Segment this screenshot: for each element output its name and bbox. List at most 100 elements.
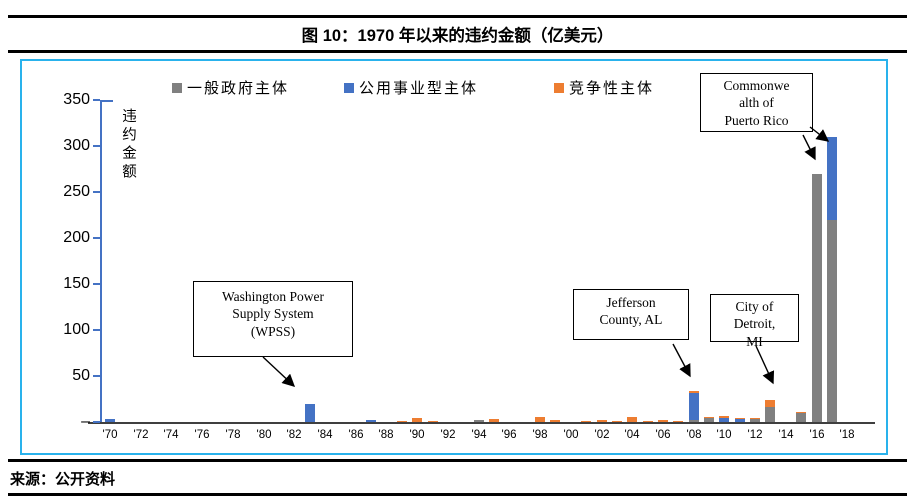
x-tick-label: '86 xyxy=(348,429,364,441)
bar-segment-utility-2017 xyxy=(827,137,837,220)
figure-title: 图 10：1970 年以来的违约金额（亿美元） xyxy=(301,27,614,45)
legend-label-general: 一般政府主体 xyxy=(187,81,290,97)
y-tick-mark xyxy=(93,329,100,331)
bar-segment-competitive-1995 xyxy=(489,419,499,422)
bar-segment-competitive-2015 xyxy=(796,412,806,413)
source-bottom-rule xyxy=(8,493,907,496)
bar-segment-competitive-2006 xyxy=(658,420,668,422)
y-tick-label: – xyxy=(81,413,90,430)
bar-segment-utility-1970 xyxy=(105,419,115,422)
bar-segment-utility-2010 xyxy=(719,418,729,422)
bar-segment-general-1994 xyxy=(474,420,484,422)
y-tick-label: 250 xyxy=(63,183,90,200)
source-top-rule xyxy=(8,459,907,462)
legend-item-utility: 公用事业型主体 xyxy=(344,77,478,98)
title-bottom-rule xyxy=(8,50,907,53)
arrow-wpss xyxy=(262,356,296,387)
x-tick-label: '12 xyxy=(747,429,763,441)
x-tick-label: '76 xyxy=(194,429,210,441)
y-tick-mark xyxy=(93,237,100,239)
x-axis-line xyxy=(88,422,875,424)
y-tick-label: 350 xyxy=(63,91,90,108)
bar-segment-competitive-1998 xyxy=(535,417,545,422)
legend-swatch-competitive xyxy=(554,82,564,93)
bar-segment-competitive-1990 xyxy=(412,418,422,422)
x-tick-label: '14 xyxy=(778,429,794,441)
chart-legend: 一般政府主体 公用事业型主体 竞争性主体 xyxy=(22,77,886,97)
bar-segment-competitive-2009 xyxy=(704,417,714,418)
legend-label-competitive: 竞争性主体 xyxy=(569,81,655,97)
arrow-detroit xyxy=(755,345,775,385)
x-tick-label: '94 xyxy=(471,429,487,441)
y-tick-label: 100 xyxy=(63,321,90,338)
annotation-city-of-detroit: City of Detroit, MI xyxy=(710,294,799,349)
x-tick-label: '74 xyxy=(163,429,179,441)
x-tick-label: '84 xyxy=(317,429,333,441)
bar-segment-competitive-1991 xyxy=(428,421,438,422)
bar-segment-competitive-2010 xyxy=(719,416,729,418)
bar-segment-competitive-2008 xyxy=(689,391,699,393)
bar-segment-competitive-2004 xyxy=(627,417,637,422)
x-tick-label: '98 xyxy=(532,429,548,441)
annotation-jefferson-county: Jefferson County, AL xyxy=(573,289,689,340)
top-rule xyxy=(8,15,907,18)
bar-segment-competitive-2002 xyxy=(597,420,607,422)
y-tick-mark xyxy=(93,283,100,285)
x-tick-label: '00 xyxy=(563,429,579,441)
legend-swatch-general xyxy=(172,82,182,93)
x-tick-label: '92 xyxy=(440,429,456,441)
annotation-wpss: Washington Power Supply System (WPSS) xyxy=(193,281,353,357)
bar-chart-plot: 一般政府主体 公用事业型主体 竞争性主体 违约金额 – 50 100 150 200 25… xyxy=(22,61,886,453)
bar-segment-utility-2008 xyxy=(689,393,699,420)
x-tick-label: '78 xyxy=(225,429,241,441)
x-tick-label: '16 xyxy=(809,429,825,441)
bar-segment-general-2016 xyxy=(812,174,822,422)
bar-segment-competitive-2012 xyxy=(750,418,760,419)
y-tick-mark xyxy=(93,375,100,377)
bar-segment-competitive-2003 xyxy=(612,421,622,422)
arrow-puerto-rico-2016 xyxy=(802,134,816,161)
x-tick-label: '72 xyxy=(133,429,149,441)
bar-segment-competitive-1989 xyxy=(397,421,407,422)
x-tick-label: '88 xyxy=(378,429,394,441)
bar-segment-utility-1987 xyxy=(366,420,376,422)
bar-segment-utility-2011 xyxy=(735,419,745,422)
x-tick-label: '70 xyxy=(102,429,118,441)
legend-swatch-utility xyxy=(344,82,354,93)
bar-segment-general-2017 xyxy=(827,220,837,422)
bar-segment-general-2009 xyxy=(704,418,714,422)
chart-frame: 一般政府主体 公用事业型主体 竞争性主体 违约金额 – 50 100 150 200 25… xyxy=(20,59,888,455)
bar-segment-utility-1983 xyxy=(305,404,315,422)
bar-segment-general-2013 xyxy=(765,407,775,422)
x-tick-label: '06 xyxy=(655,429,671,441)
y-axis-line xyxy=(100,100,102,424)
y-tick-mark xyxy=(93,99,100,101)
y-axis-top-cap xyxy=(100,100,113,102)
y-tick-mark xyxy=(93,421,100,423)
y-tick-label: 200 xyxy=(63,229,90,246)
bar-segment-competitive-2013 xyxy=(765,400,775,407)
annotation-puerto-rico: Commonwe alth of Puerto Rico xyxy=(700,73,813,132)
x-tick-label: '90 xyxy=(409,429,425,441)
x-tick-label: '96 xyxy=(501,429,517,441)
x-tick-label: '82 xyxy=(286,429,302,441)
y-tick-label: 300 xyxy=(63,137,90,154)
y-tick-label: 150 xyxy=(63,275,90,292)
legend-item-general: 一般政府主体 xyxy=(172,77,289,98)
bar-segment-competitive-1999 xyxy=(550,420,560,422)
bar-segment-competitive-2011 xyxy=(735,418,745,419)
y-tick-mark xyxy=(93,191,100,193)
bar-segment-competitive-2005 xyxy=(643,421,653,422)
legend-label-utility: 公用事业型主体 xyxy=(359,81,479,97)
x-tick-label: '10 xyxy=(716,429,732,441)
x-tick-label: '80 xyxy=(256,429,272,441)
y-axis-title: 违约金额 xyxy=(120,108,136,182)
bar-segment-general-2008 xyxy=(689,420,699,422)
y-tick-mark xyxy=(93,145,100,147)
arrow-jefferson xyxy=(672,343,691,378)
x-tick-label: '18 xyxy=(839,429,855,441)
bar-segment-general-2015 xyxy=(796,413,806,422)
legend-item-competitive: 竞争性主体 xyxy=(554,77,654,98)
source-text: 来源：公开资料 xyxy=(10,471,116,488)
